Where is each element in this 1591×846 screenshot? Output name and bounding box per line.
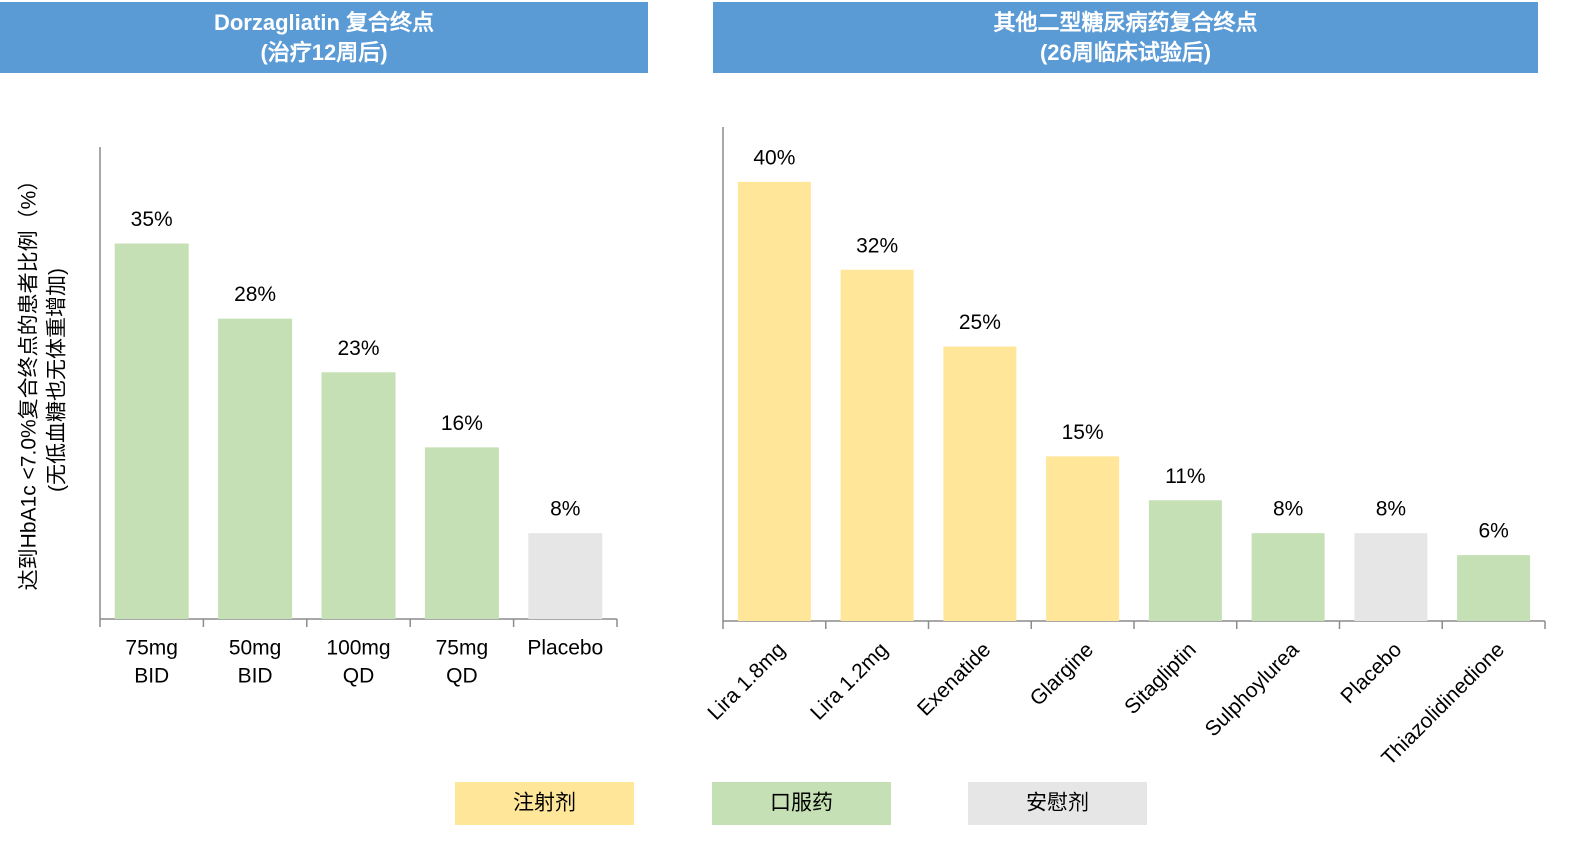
chart-subtitle: (26周临床试验后)	[1040, 40, 1211, 65]
x-tick-label: Lira 1.8mg	[703, 638, 789, 724]
value-label: 23%	[337, 337, 379, 360]
value-label: 40%	[753, 146, 795, 169]
bar	[1148, 500, 1222, 621]
x-tick-label: Placebo	[527, 637, 603, 660]
x-tick-label: BID	[134, 665, 169, 688]
bar	[321, 372, 396, 619]
legend-swatch	[968, 782, 1147, 825]
value-label: 8%	[1376, 498, 1406, 521]
bar	[218, 318, 293, 619]
x-tick-label: 75mg	[436, 637, 489, 660]
bar	[737, 181, 811, 621]
legend-label: 口服药	[770, 792, 833, 815]
bar	[1457, 555, 1531, 621]
legend-label: 安慰剂	[1026, 792, 1089, 815]
x-tick-label: QD	[446, 665, 478, 688]
x-tick-label: Lira 1.2mg	[806, 638, 892, 724]
chart-subtitle: (治疗12周后)	[260, 40, 387, 65]
bar	[1046, 456, 1120, 621]
legend-swatch	[712, 782, 891, 825]
value-label: 8%	[550, 498, 580, 521]
value-label: 16%	[441, 412, 483, 435]
bar	[1354, 533, 1428, 621]
value-label: 11%	[1165, 465, 1205, 488]
x-tick-label: 100mg	[326, 637, 390, 660]
value-label: 8%	[1273, 498, 1303, 521]
value-label: 28%	[234, 283, 276, 306]
bar	[424, 447, 499, 619]
x-tick-label: Glargine	[1026, 638, 1098, 710]
value-label: 6%	[1478, 520, 1508, 543]
bar	[840, 269, 914, 621]
x-tick-label: 50mg	[229, 637, 282, 660]
bar	[114, 243, 189, 619]
x-tick-label: Sitagliptin	[1120, 638, 1201, 719]
chart-title: Dorzagliatin 复合终点	[214, 10, 434, 35]
x-tick-label: Placebo	[1336, 638, 1406, 708]
y-axis-label: 达到HbA1c <7.0%复合终点的患者比例（%）	[18, 170, 41, 591]
value-label: 15%	[1062, 421, 1104, 444]
header-bar	[713, 2, 1538, 73]
value-label: 25%	[959, 311, 1001, 334]
bar	[943, 346, 1017, 621]
x-tick-label: Exenatide	[913, 638, 995, 720]
bar	[1251, 533, 1325, 621]
header-bar	[0, 2, 648, 73]
legend-swatch	[455, 782, 634, 825]
x-tick-label: 75mg	[125, 637, 178, 660]
value-label: 35%	[131, 208, 173, 231]
x-tick-label: QD	[343, 665, 375, 688]
value-label: 32%	[856, 234, 898, 257]
legend-label: 注射剂	[513, 792, 576, 815]
x-tick-label: BID	[238, 665, 273, 688]
bar	[528, 533, 603, 619]
y-axis-label: (无低血糖也无体重增加)	[46, 268, 69, 492]
x-tick-label: Sulphoylurea	[1201, 638, 1304, 741]
chart-title: 其他二型糖尿病药复合终点	[993, 10, 1257, 35]
